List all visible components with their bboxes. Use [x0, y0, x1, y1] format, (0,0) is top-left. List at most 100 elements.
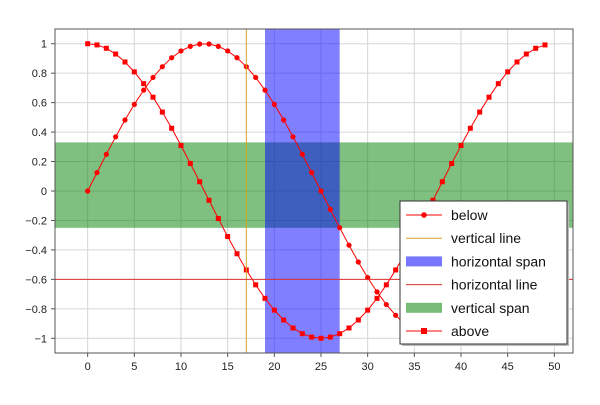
data-point-above: [131, 69, 137, 75]
data-point-above: [505, 69, 511, 75]
data-point-above: [523, 51, 529, 57]
x-tick-label: 15: [222, 361, 234, 373]
y-tick-label: 1: [41, 39, 47, 51]
data-point-above: [458, 142, 464, 148]
data-point-above: [542, 42, 548, 48]
data-point-above: [467, 125, 473, 131]
data-point-above: [383, 282, 389, 288]
data-point-below: [169, 55, 175, 61]
y-tick-label: 0.2: [32, 157, 47, 169]
legend-swatch-horizontal-span: [406, 256, 442, 267]
data-point-below: [383, 301, 389, 308]
legend-label-vertical-line: vertical line: [451, 230, 521, 246]
x-tick-label: 5: [131, 361, 137, 373]
data-point-below: [131, 101, 137, 108]
data-point-above: [514, 59, 520, 65]
data-point-below: [234, 55, 240, 61]
data-point-below: [85, 188, 91, 194]
data-point-above: [94, 42, 100, 48]
legend-label-horizontal-span: horizontal span: [451, 253, 546, 269]
data-point-above: [346, 325, 352, 331]
data-point-above: [103, 45, 109, 51]
data-point-below: [122, 117, 128, 123]
data-point-above: [262, 295, 268, 301]
data-point-above: [225, 234, 231, 240]
data-point-above: [122, 59, 128, 65]
data-point-above: [309, 334, 315, 340]
series: [85, 41, 548, 341]
series-line-above: [87, 43, 546, 339]
data-point-above: [449, 160, 455, 166]
data-point-above: [299, 331, 305, 337]
data-point-above: [141, 81, 147, 87]
data-point-below: [103, 151, 109, 157]
data-point-below: [290, 134, 296, 140]
data-point-above: [374, 295, 380, 301]
data-point-above: [281, 317, 287, 323]
data-point-above: [234, 251, 240, 257]
data-point-below: [206, 41, 212, 47]
data-point-below: [327, 206, 333, 213]
data-point-above: [159, 109, 165, 115]
data-point-below: [94, 169, 100, 176]
legend-label-below: below: [451, 207, 488, 223]
legend-label-above: above: [451, 323, 489, 339]
legend-label-vertical-span: vertical span: [451, 300, 530, 316]
data-point-above: [187, 160, 193, 166]
x-tick-label: 30: [362, 361, 374, 373]
data-point-above: [355, 317, 361, 323]
data-point-below: [271, 101, 277, 108]
data-point-above: [85, 41, 91, 47]
data-point-above: [271, 307, 277, 313]
data-point-above: [318, 335, 324, 341]
y-tick-label: 0.6: [32, 98, 47, 110]
y-tick-label: 0.4: [32, 127, 47, 139]
data-point-below: [281, 117, 287, 123]
x-tick-label: 20: [268, 361, 280, 373]
y-tick-label: −0.4: [25, 245, 47, 257]
y-tick-label: 0.8: [32, 68, 47, 80]
data-point-below: [113, 134, 119, 140]
data-point-below: [299, 151, 305, 157]
x-tick-label: 25: [315, 361, 327, 373]
data-point-below: [225, 48, 231, 54]
horizontal-span: [265, 29, 340, 353]
data-point-below: [318, 188, 324, 194]
y-tick-label: 0: [41, 186, 47, 198]
data-point-above: [290, 325, 296, 331]
data-point-above: [327, 334, 333, 340]
data-point-above: [206, 197, 212, 203]
x-tick-label: 0: [85, 361, 91, 373]
data-point-below: [374, 289, 380, 295]
data-point-below: [215, 43, 221, 49]
data-point-below: [309, 169, 315, 176]
data-point-above: [477, 109, 483, 115]
data-point-above: [393, 267, 399, 273]
data-point-above: [365, 307, 371, 313]
y-tick-label: −0.2: [25, 215, 47, 227]
legend-swatch-vertical-span: [406, 302, 442, 313]
data-point-below: [337, 225, 343, 231]
data-point-above: [439, 179, 445, 185]
data-point-above: [495, 81, 501, 87]
data-point-below: [141, 87, 147, 93]
data-point-above: [533, 45, 539, 51]
x-tick-label: 10: [175, 361, 187, 373]
data-point-below: [197, 41, 203, 47]
data-point-above: [215, 216, 221, 222]
data-point-below: [262, 87, 268, 93]
data-point-above: [169, 125, 175, 131]
x-tick-label: 40: [455, 361, 467, 373]
x-tick-label: 35: [408, 361, 420, 373]
data-point-above: [253, 282, 259, 288]
data-point-above: [178, 142, 184, 148]
data-point-above: [430, 197, 436, 203]
x-tick-label: 50: [548, 361, 560, 373]
data-point-below: [187, 43, 193, 49]
y-tick-label: −1: [34, 333, 47, 345]
data-point-above: [197, 179, 203, 185]
data-point-below: [355, 259, 361, 265]
legend-box: [399, 200, 568, 345]
